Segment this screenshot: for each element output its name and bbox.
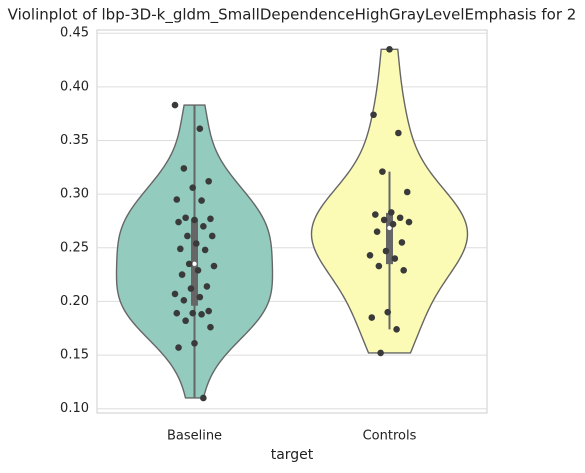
point: [191, 216, 198, 224]
point: [377, 349, 384, 357]
box: [386, 212, 393, 265]
point: [205, 307, 212, 315]
point: [395, 129, 402, 137]
x-tick-label: Baseline: [167, 429, 222, 444]
point: [177, 245, 184, 253]
point: [171, 290, 179, 298]
point: [201, 246, 209, 254]
median: [192, 261, 197, 267]
y-tick-label: 0.25: [60, 240, 89, 255]
point: [187, 285, 195, 292]
point: [398, 239, 406, 246]
y-tick-label: 0.20: [60, 294, 89, 309]
point: [373, 228, 381, 235]
point: [171, 101, 179, 109]
point: [403, 188, 411, 196]
point: [175, 344, 182, 351]
x-tick-label: Controls: [363, 429, 417, 444]
y-tick-label: 0.30: [60, 187, 89, 202]
point: [178, 271, 186, 278]
median: [387, 225, 392, 231]
point: [210, 262, 218, 270]
point: [194, 267, 202, 274]
point: [185, 260, 193, 268]
point: [368, 314, 376, 321]
point: [400, 267, 407, 274]
point: [207, 215, 214, 223]
point: [382, 247, 390, 255]
point: [380, 216, 388, 224]
point: [196, 125, 204, 133]
y-tick-label: 0.15: [60, 348, 89, 363]
y-tick-label: 0.10: [60, 401, 89, 416]
point: [208, 232, 216, 240]
point: [175, 218, 182, 226]
point: [200, 223, 207, 230]
chart-title: Violinplot of lbp-3D-k_gldm_SmallDepende…: [8, 6, 577, 25]
point: [196, 293, 204, 301]
point: [366, 251, 374, 259]
point: [180, 165, 188, 172]
y-tick-label: 0.35: [60, 133, 89, 148]
point: [173, 196, 181, 203]
point: [192, 240, 200, 247]
point: [189, 184, 197, 192]
point: [387, 209, 395, 216]
point: [182, 214, 189, 222]
y-tick-label: 0.45: [60, 26, 89, 41]
point: [182, 317, 189, 325]
point: [198, 197, 205, 204]
point: [198, 310, 205, 318]
point: [386, 46, 393, 53]
point: [375, 262, 383, 270]
point: [389, 220, 397, 228]
point: [189, 309, 197, 317]
point: [372, 211, 379, 218]
point: [173, 309, 181, 317]
point: [370, 111, 377, 119]
y-tick-label: 0.40: [60, 79, 89, 94]
point: [384, 308, 392, 316]
point: [203, 283, 211, 290]
x-axis-label: target: [271, 447, 314, 463]
point: [393, 326, 400, 333]
point: [391, 255, 399, 262]
point: [207, 323, 214, 331]
point: [379, 168, 386, 175]
point: [405, 218, 413, 226]
point: [205, 177, 212, 185]
point: [200, 394, 207, 402]
point: [191, 339, 198, 347]
point: [184, 232, 191, 240]
point: [180, 297, 188, 304]
point: [396, 214, 404, 222]
